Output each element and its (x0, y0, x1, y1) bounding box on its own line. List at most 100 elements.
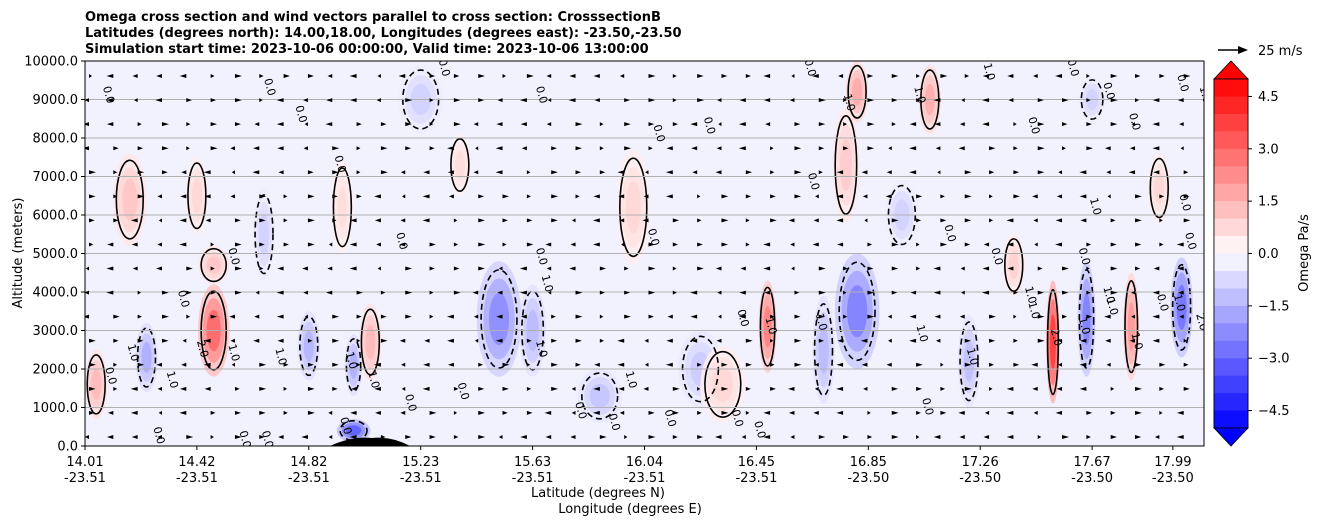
colorbar-band-10 (1214, 236, 1248, 254)
colorbar-band-12 (1214, 201, 1248, 219)
wind-vector-200 (377, 266, 381, 271)
wind-vector-426 (718, 314, 722, 319)
wind-vector-220 (401, 362, 406, 367)
wind-vector-471 (790, 242, 795, 247)
colorbar-band-4 (1214, 340, 1248, 359)
wind-vector-177 (350, 98, 357, 103)
wind-vector-334 (571, 410, 576, 415)
wind-vector-474 (794, 314, 801, 319)
wind-vector-691 (1129, 146, 1136, 151)
wind-vector-517 (862, 194, 868, 199)
wind-vector-49 (155, 98, 162, 103)
omega-blob-22-2 (847, 285, 868, 338)
wind-vector-300 (526, 362, 531, 367)
wind-vector-46 (130, 410, 138, 415)
omega-contour-11 (339, 419, 368, 442)
wind-vector-501 (836, 194, 844, 199)
wind-vector-628 (1037, 170, 1045, 175)
wind-vector-308 (551, 170, 558, 175)
wind-vector-670 (1086, 410, 1093, 415)
wind-vector-345 (599, 290, 605, 295)
wind-vector-289 (519, 98, 527, 103)
omega-contour-0 (86, 354, 106, 415)
wind-vector-255 (453, 434, 459, 439)
wind-vector-124 (259, 362, 267, 367)
wind-vector-428 (721, 362, 728, 367)
wind-vector-512 (867, 74, 874, 78)
wind-vector-463 (763, 434, 771, 439)
wind-vector-240 (453, 74, 460, 78)
wind-vector-284 (502, 362, 510, 367)
wind-vector-510 (836, 410, 844, 415)
wind-vector-544 (916, 74, 920, 78)
wind-vector-314 (551, 314, 556, 319)
wind-vector-248 (453, 266, 460, 271)
wind-vector-60 (156, 362, 162, 367)
wind-vector-80 (210, 74, 215, 78)
wind-vector-212 (400, 170, 406, 175)
wind-vector-680 (1110, 266, 1118, 271)
wind-vector-421 (721, 194, 729, 199)
wind-vector-549 (916, 194, 923, 199)
wind-vector-710 (1159, 218, 1163, 223)
wind-vector-509 (836, 386, 844, 391)
contour-label-24: 1.0 (125, 343, 142, 363)
wind-vector-29 (113, 386, 118, 391)
wind-vector-318 (544, 410, 552, 415)
wind-vector-122 (254, 314, 260, 319)
wind-vector-224 (429, 74, 435, 78)
wind-vector-45 (130, 386, 138, 391)
colorbar-band-2 (1214, 375, 1248, 394)
wind-vector-451 (770, 146, 774, 151)
omega-blob-23-2 (839, 138, 852, 191)
wind-vector-420 (715, 170, 722, 175)
omega-contour-20 (759, 286, 776, 367)
wind-vector-560 (940, 74, 948, 78)
wind-vector-644 (1058, 170, 1063, 175)
x-tick-lat-4: 15.63 (514, 455, 551, 470)
wind-vector-490 (818, 314, 826, 319)
wind-vector-269 (478, 386, 485, 391)
wind-vector-61 (157, 386, 162, 391)
wind-vector-482 (818, 122, 826, 127)
wind-vector-433 (739, 98, 746, 103)
wind-vector-548 (909, 170, 917, 175)
wind-vector-591 (959, 434, 965, 439)
x-tick-lon-8: -23.50 (959, 471, 1001, 486)
wind-vector-281 (497, 290, 503, 295)
wind-vector-205 (374, 386, 381, 391)
wind-vector-541 (891, 386, 899, 391)
wind-vector-516 (861, 170, 868, 175)
wind-vector-311 (545, 242, 552, 247)
wind-vector-652 (1058, 362, 1063, 367)
wind-vector-619 (1013, 338, 1018, 343)
wind-vector-589 (964, 386, 972, 391)
wind-vector-728 (1177, 266, 1184, 271)
contour-label-8: 0.0 (802, 58, 819, 78)
wind-vector-172 (332, 362, 339, 367)
wind-vector-185 (356, 290, 363, 295)
contour-label-47: 1.0 (1025, 300, 1042, 320)
wind-vector-568 (933, 266, 941, 271)
wind-vector-731 (1183, 338, 1187, 343)
wind-vector-10 (85, 314, 89, 319)
colorbar-tick-label-3: 0.0 (1258, 247, 1279, 262)
wind-vector-118 (259, 218, 266, 223)
wind-vector-216 (405, 266, 413, 271)
wind-vector-169 (326, 290, 333, 295)
wind-vector-242 (453, 122, 461, 127)
omega-blob-19-2 (712, 367, 733, 402)
y-tick-label-6: 6000.0 (33, 209, 79, 224)
wind-vector-706 (1152, 122, 1160, 127)
wind-vector-39 (131, 242, 138, 247)
wind-vector-411 (691, 338, 698, 343)
colorbar-band-15 (1214, 148, 1248, 167)
wind-vector-506 (843, 314, 848, 319)
contour-label-50: 1.0 (1076, 316, 1093, 336)
omega-contour-1 (115, 159, 144, 240)
wind-vector-56 (156, 266, 162, 271)
wind-vector-72 (186, 266, 193, 271)
wind-vector-596 (989, 170, 995, 175)
wind-vector-100 (231, 170, 235, 175)
wind-vector-22 (113, 218, 119, 223)
